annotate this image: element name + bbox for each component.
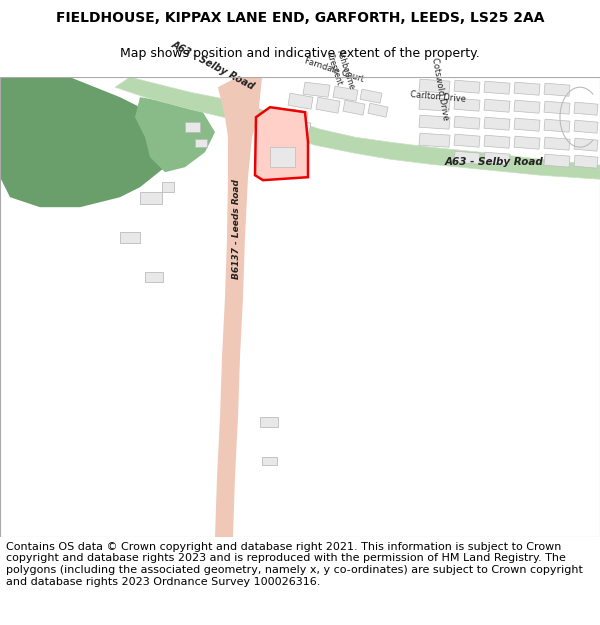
Polygon shape [514,82,540,95]
Polygon shape [484,118,510,130]
Polygon shape [0,77,175,208]
Polygon shape [268,152,282,161]
Polygon shape [514,100,540,113]
Polygon shape [484,81,510,94]
Polygon shape [514,136,540,149]
Polygon shape [484,99,510,112]
Text: FIELDHOUSE, KIPPAX LANE END, GARFORTH, LEEDS, LS25 2AA: FIELDHOUSE, KIPPAX LANE END, GARFORTH, L… [56,11,544,24]
Polygon shape [145,272,163,282]
Text: Farndale Court: Farndale Court [303,56,365,84]
Polygon shape [454,151,480,164]
Polygon shape [215,77,262,537]
Polygon shape [290,109,308,123]
Polygon shape [454,98,480,111]
Polygon shape [343,100,365,115]
Polygon shape [454,116,480,129]
Polygon shape [120,232,140,243]
Text: A63 - Selby Road: A63 - Selby Road [170,39,257,91]
Text: Carlton Drive: Carlton Drive [410,91,466,104]
Text: Contains OS data © Crown copyright and database right 2021. This information is : Contains OS data © Crown copyright and d… [6,542,583,587]
Polygon shape [419,97,450,111]
Polygon shape [115,77,600,179]
Polygon shape [303,82,330,97]
Text: B6137 - Leeds Road: B6137 - Leeds Road [232,179,241,279]
Text: Ashbourne
Crescent: Ashbourne Crescent [325,49,356,94]
Polygon shape [454,80,480,93]
Polygon shape [544,119,570,132]
Polygon shape [135,97,215,172]
Polygon shape [270,147,295,167]
Text: Map shows position and indicative extent of the property.: Map shows position and indicative extent… [120,47,480,60]
Polygon shape [360,89,382,103]
Polygon shape [316,97,340,113]
Text: A63 - Selby Road: A63 - Selby Road [445,157,544,167]
Polygon shape [288,93,313,109]
Polygon shape [185,122,200,132]
Polygon shape [544,83,570,96]
Polygon shape [255,107,308,180]
Polygon shape [333,86,358,101]
Polygon shape [262,458,277,465]
Polygon shape [484,152,510,165]
Text: Cotswold Drive: Cotswold Drive [430,57,450,121]
Polygon shape [574,102,598,115]
Polygon shape [293,119,311,133]
Polygon shape [484,135,510,148]
Polygon shape [368,103,388,118]
Polygon shape [544,137,570,150]
Polygon shape [514,118,540,131]
Polygon shape [574,120,598,133]
Polygon shape [419,133,450,147]
Polygon shape [574,155,598,168]
Polygon shape [260,418,278,428]
Polygon shape [454,134,480,147]
Polygon shape [195,139,207,147]
Polygon shape [419,79,450,93]
Polygon shape [544,154,570,167]
Polygon shape [419,115,450,129]
Polygon shape [162,182,174,192]
Polygon shape [544,101,570,114]
Polygon shape [574,138,598,151]
Polygon shape [140,192,162,204]
